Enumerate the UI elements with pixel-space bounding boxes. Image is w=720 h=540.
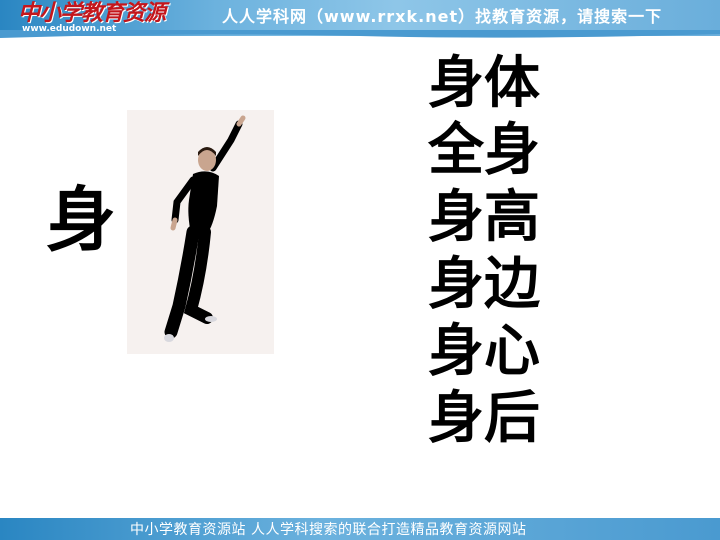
header-wave-decoration (0, 30, 720, 38)
word-list: 身体 全身 身高 身边 身心 身后 (428, 50, 540, 452)
word-item: 全身 (428, 118, 540, 183)
word-item: 身后 (428, 386, 540, 451)
footer-bar (0, 518, 720, 540)
word-item: 身边 (428, 252, 540, 317)
footer-text: 中小学教育资源站 人人学科搜索的联合打造精品教育资源网站 (130, 522, 527, 538)
site-logo-url: www.edudown.net (22, 24, 117, 34)
site-logo[interactable]: 中小学教育资源 (18, 0, 166, 26)
word-item: 身高 (428, 185, 540, 250)
dancer-figure (164, 115, 246, 342)
main-character: 身 (46, 179, 116, 261)
word-item: 身心 (428, 319, 540, 384)
dancer-photo (127, 110, 274, 354)
header-slogan: 人人学科网（www.rrxk.net）找教育资源，请搜索一下 (222, 7, 663, 26)
word-item: 身体 (428, 51, 540, 116)
